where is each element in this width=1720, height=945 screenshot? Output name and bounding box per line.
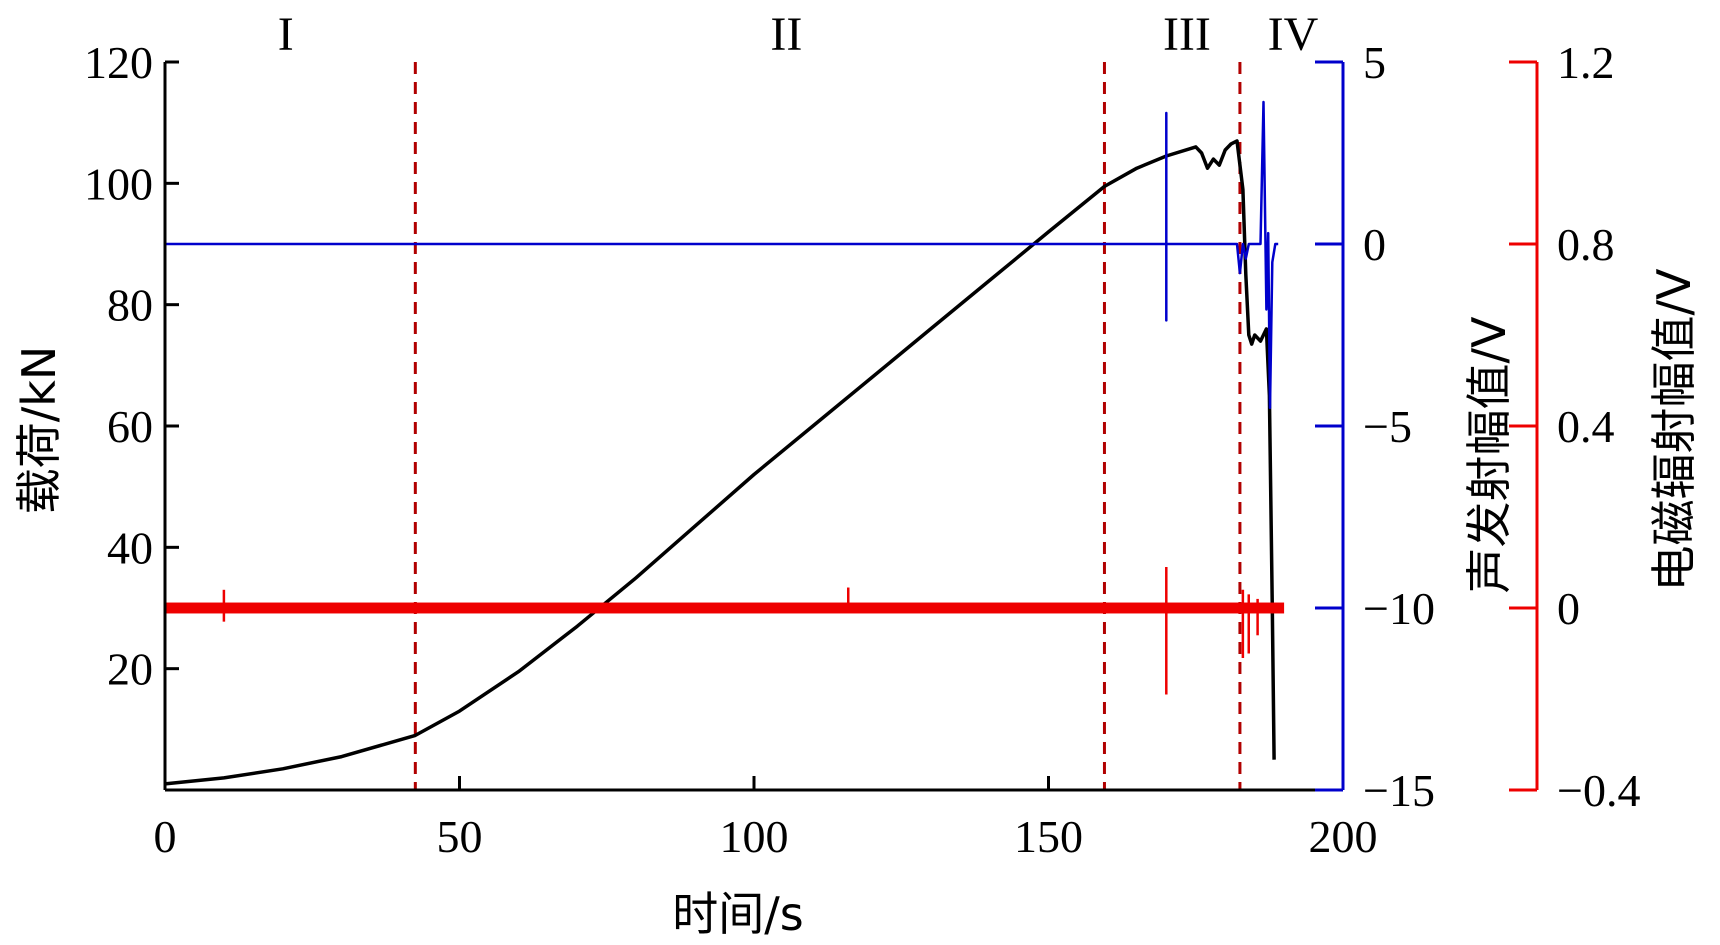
stage-boundaries	[413, 62, 1242, 790]
x-tick-label: 200	[1309, 811, 1378, 862]
ae-tick-label: −5	[1363, 401, 1412, 452]
em-axis-title: 电磁辐射幅值/V	[1647, 268, 1701, 591]
load-tick-label: 80	[107, 280, 153, 331]
ae-tick-label: −10	[1363, 583, 1435, 634]
em-signal-band	[165, 602, 1285, 614]
x-tick-label: 50	[437, 811, 483, 862]
x-tick-label: 0	[154, 811, 177, 862]
load-tick-label: 60	[107, 401, 153, 452]
em-tick-label: 0.4	[1557, 401, 1615, 452]
x-axis-title: 时间/s	[672, 887, 803, 941]
em-tick-label: −0.4	[1557, 765, 1640, 816]
stage-label: III	[1163, 8, 1211, 61]
load-tick-label: 20	[107, 644, 153, 695]
em-tick-label: 1.2	[1557, 37, 1615, 88]
load-tick-label: 40	[107, 522, 153, 573]
stage-label: IV	[1268, 8, 1319, 61]
x-tick-label: 100	[720, 811, 789, 862]
ae-tick-label: 5	[1363, 37, 1386, 88]
series-layer	[164, 100, 1285, 786]
em-tick-label: 0.8	[1557, 219, 1615, 270]
ae-series-line	[165, 100, 1279, 410]
em-tick-label: 0	[1557, 583, 1580, 634]
load-tick-label: 120	[84, 37, 153, 88]
x-tick-label: 150	[1014, 811, 1083, 862]
ae-tick-label: 0	[1363, 219, 1386, 270]
stage-labels: I II III IV	[278, 8, 1319, 61]
left-axis-title: 载荷/kN	[12, 346, 66, 515]
load-tick-label: 100	[84, 158, 153, 209]
stage-label: II	[770, 8, 802, 61]
ae-axis-title: 声发射幅值/V	[1462, 316, 1516, 593]
stage-label: I	[278, 8, 294, 61]
load-series-line	[164, 139, 1276, 786]
ae-tick-label: −15	[1363, 765, 1435, 816]
